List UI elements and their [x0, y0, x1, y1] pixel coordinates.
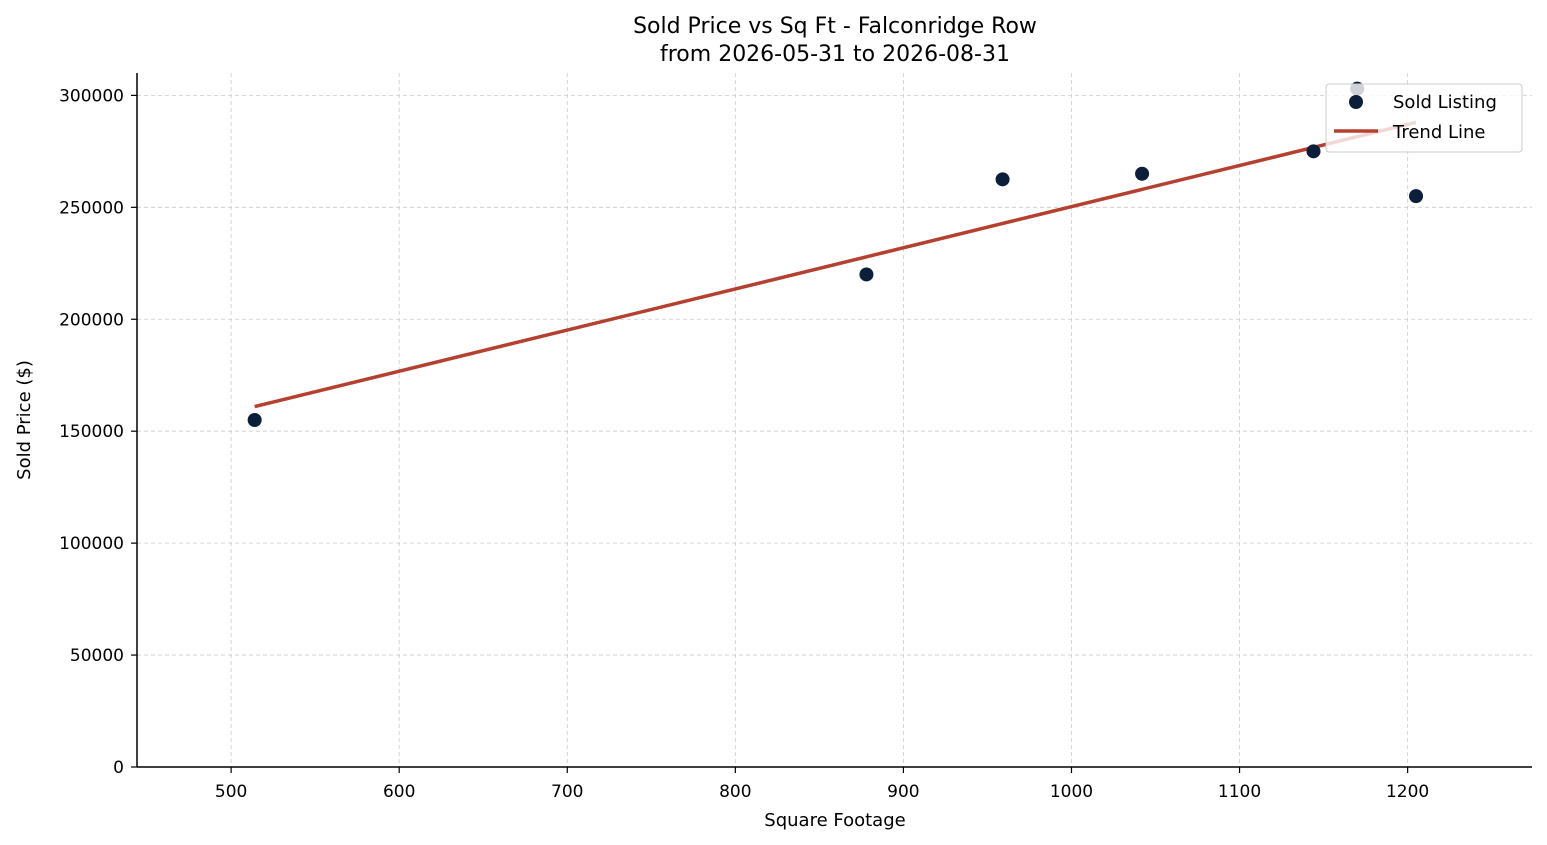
x-tick-label: 900	[887, 782, 919, 802]
x-tick-label: 600	[383, 782, 415, 802]
data-point	[859, 267, 874, 282]
legend-label-sold-listing: Sold Listing	[1393, 92, 1497, 113]
chart-subtitle: from 2026-05-31 to 2026-08-31	[660, 42, 1010, 67]
y-tick-label: 50000	[70, 646, 124, 666]
y-tick-label: 100000	[59, 534, 124, 554]
data-point	[1135, 166, 1150, 181]
x-tick-label: 1200	[1386, 782, 1429, 802]
y-tick-label: 150000	[59, 422, 124, 442]
data-point	[247, 413, 262, 427]
series-sold-listing	[247, 81, 1424, 427]
x-tick-label: 700	[551, 782, 583, 802]
x-axis-label: Square Footage	[764, 810, 905, 831]
legend-box	[1325, 83, 1523, 153]
data-point	[995, 172, 1010, 187]
y-axis-ticks: 0 50000 100000 150000 200000 250000 300000	[59, 86, 137, 778]
x-tick-label: 1100	[1218, 782, 1261, 802]
series-trend-line	[254, 120, 1417, 409]
legend-label-trend-line: Trend Line	[1392, 122, 1486, 143]
grid	[137, 73, 1532, 767]
data-point	[1409, 189, 1424, 204]
y-tick-label: 0	[113, 758, 124, 778]
data-point	[1306, 144, 1321, 159]
x-axis-ticks: 500 600 700 800 900 1000 1100 1200	[215, 767, 1429, 802]
chart-title: Sold Price vs Sq Ft - Falconridge Row	[633, 14, 1037, 39]
legend: Sold Listing Trend Line	[1325, 83, 1523, 153]
y-axis-label: Sold Price ($)	[14, 360, 35, 480]
x-tick-label: 1000	[1050, 782, 1093, 802]
legend-marker-sold-listing	[1349, 95, 1363, 109]
y-tick-label: 300000	[59, 86, 124, 106]
x-tick-label: 500	[215, 782, 247, 802]
y-tick-label: 250000	[59, 198, 124, 218]
x-tick-label: 800	[719, 782, 751, 802]
y-tick-label: 200000	[59, 310, 124, 330]
trend-line	[254, 120, 1417, 409]
